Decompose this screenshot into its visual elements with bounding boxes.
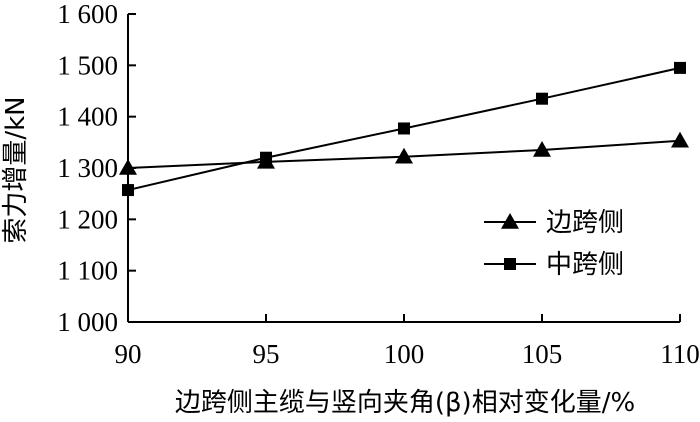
y-tick-label: 1 200 [57,204,118,234]
data-point-square [260,151,272,164]
axis-ticks: 1 000 1 100 1 200 1 300 1 400 1 500 1 600 90 95 1… [57,0,700,369]
legend-marker-triangle [501,213,519,229]
legend-marker-square [504,258,516,270]
data-point-triangle [671,131,689,148]
legend-label: 边跨侧 [546,208,624,238]
x-tick-label: 100 [384,339,425,369]
x-tick-label: 110 [660,339,700,369]
y-tick-label: 1 400 [57,102,118,132]
x-tick-label: 95 [253,339,280,369]
data-point-square [398,122,410,135]
legend-label: 中跨侧 [546,250,624,280]
y-tick-label: 1 100 [57,256,118,286]
data-point-triangle [119,159,137,175]
y-tick-label: 1 300 [57,153,118,183]
data-point-triangle [395,147,413,164]
y-tick-label: 1 500 [57,50,118,80]
x-tick-label: 90 [115,339,142,369]
series-markers [119,61,689,197]
data-point-square [122,184,134,197]
x-axis-title: 边跨侧主缆与竖向夹角(β)相对变化量/% [175,388,635,418]
data-point-triangle [533,141,551,157]
data-point-square [674,61,686,74]
y-tick-label: 1 600 [57,0,118,29]
data-point-square [536,92,548,105]
y-tick-label: 1 000 [57,307,118,337]
y-axis-title: 索力增量/kN [1,96,31,243]
x-tick-label: 105 [522,339,563,369]
